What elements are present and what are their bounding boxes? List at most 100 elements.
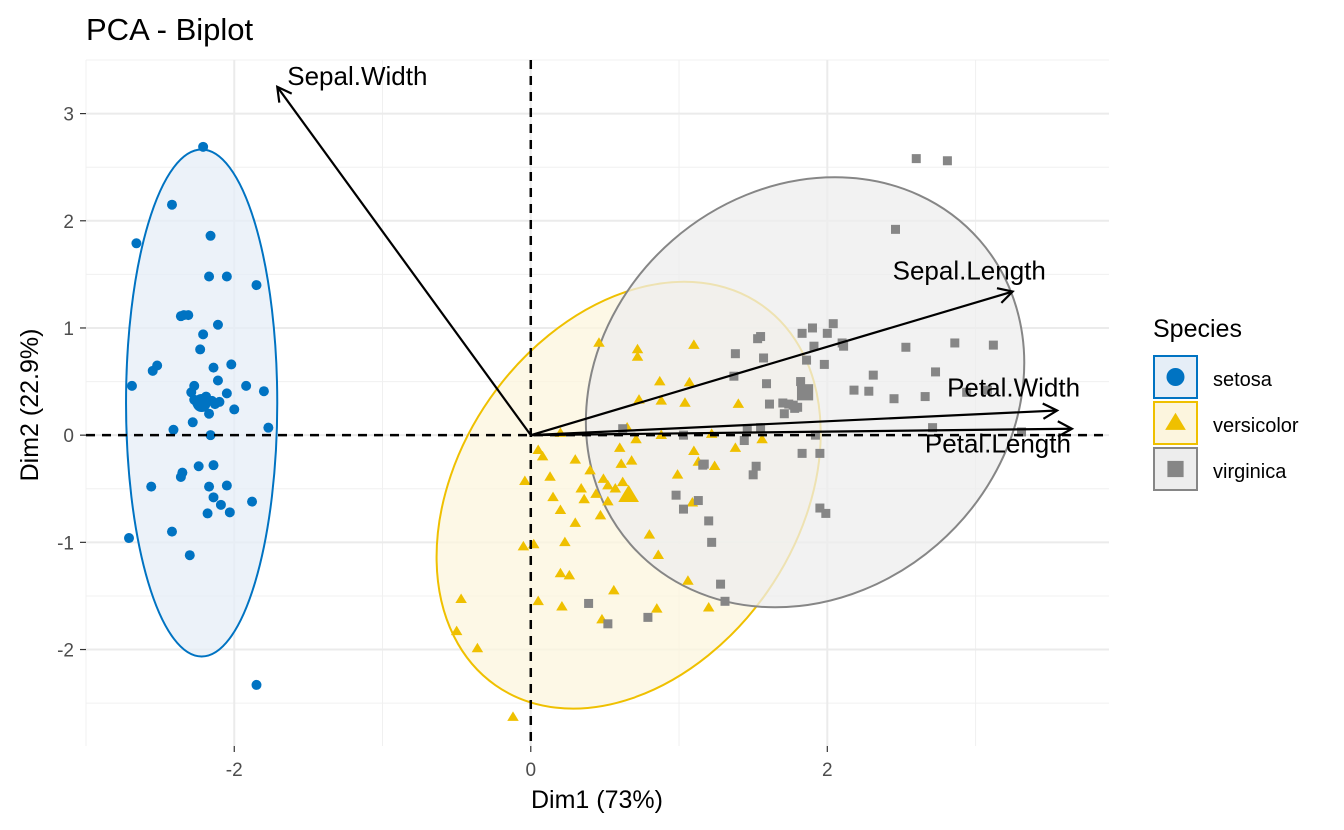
point-virginica — [868, 370, 878, 380]
point-setosa — [204, 271, 215, 282]
point-virginica — [796, 377, 806, 387]
point-versicolor — [651, 603, 663, 613]
point-virginica — [671, 490, 681, 500]
point-setosa — [208, 460, 219, 471]
legend-label-setosa: setosa — [1213, 369, 1273, 391]
point-versicolor — [532, 444, 544, 454]
point-setosa — [205, 430, 216, 441]
point-setosa — [258, 386, 269, 397]
point-virginica — [704, 516, 714, 526]
loading-arrow — [530, 427, 1072, 437]
point-versicolor — [702, 602, 715, 612]
point-setosa — [204, 408, 215, 419]
point-virginica — [1017, 427, 1027, 437]
point-versicolor — [688, 339, 700, 349]
point-versicolor — [608, 584, 620, 595]
point-setosa — [215, 499, 226, 510]
plot-panel: -2 0 2 -2 -1 0 1 2 3 Sepal.Width Sepal.Length Petal… — [57, 59, 1109, 781]
point-setosa — [251, 280, 262, 291]
legend-label-virginica: virginica — [1213, 461, 1287, 483]
y-tick-label: 3 — [63, 105, 74, 126]
point-virginica — [839, 341, 849, 351]
point-versicolor — [652, 549, 665, 560]
point-versicolor — [655, 395, 668, 405]
point-setosa — [193, 461, 204, 472]
point-versicolor — [471, 642, 484, 653]
point-versicolor — [544, 471, 556, 481]
y-tick-label: 2 — [63, 212, 74, 233]
point-virginica — [793, 402, 803, 412]
loading-label: Sepal.Width — [287, 61, 427, 91]
loading-label: Petal.Length — [925, 429, 1071, 459]
point-versicolor — [554, 504, 567, 514]
y-tick-label: 1 — [63, 319, 74, 340]
point-virginica — [797, 328, 807, 338]
point-virginica — [822, 328, 832, 338]
loading-arrowhead — [1057, 420, 1075, 438]
point-virginica — [797, 448, 807, 458]
point-virginica — [802, 355, 812, 365]
point-virginica — [821, 508, 831, 518]
point-versicolor — [732, 398, 745, 408]
y-tick-label: 0 — [63, 426, 74, 447]
point-virginica — [707, 537, 717, 547]
y-tick-label: -2 — [57, 641, 74, 662]
point-setosa — [208, 492, 219, 503]
point-virginica — [901, 342, 911, 352]
legend-title: Species — [1153, 315, 1242, 343]
point-versicolor — [597, 473, 610, 483]
point-virginica — [942, 156, 952, 166]
point-setosa — [152, 360, 163, 371]
point-setosa — [183, 310, 194, 321]
point-versicolor — [559, 536, 571, 547]
point-setosa — [126, 380, 137, 391]
point-setosa — [221, 271, 232, 282]
mean-point-virginica — [796, 384, 814, 401]
point-setosa — [229, 404, 240, 415]
point-versicolor — [590, 488, 602, 498]
point-versicolor — [654, 375, 666, 386]
point-virginica — [603, 619, 613, 629]
point-setosa — [205, 230, 216, 241]
legend-symbol-versicolor — [1165, 412, 1186, 430]
point-setosa — [226, 359, 237, 370]
point-virginica — [584, 598, 594, 608]
x-tick-label: 0 — [525, 760, 536, 781]
point-virginica — [751, 461, 761, 471]
point-versicolor — [671, 469, 684, 479]
point-versicolor — [517, 540, 530, 551]
point-versicolor — [584, 464, 596, 475]
point-setosa — [221, 480, 232, 491]
point-versicolor — [631, 351, 644, 361]
legend-key-versicolor — [1153, 401, 1198, 445]
loading-arrow — [276, 86, 532, 436]
point-versicolor — [563, 569, 576, 580]
point-virginica — [950, 338, 960, 348]
point-setosa — [166, 526, 177, 537]
point-virginica — [807, 323, 817, 333]
point-setosa — [198, 141, 209, 152]
point-virginica — [864, 386, 874, 396]
point-versicolor — [613, 442, 626, 452]
loading-arrow — [530, 290, 1013, 437]
point-setosa — [123, 533, 134, 544]
mean-point-versicolor — [618, 484, 639, 503]
point-setosa — [221, 388, 232, 399]
mean-point-setosa — [192, 394, 211, 412]
point-versicolor — [643, 529, 656, 539]
point-setosa — [131, 238, 142, 249]
point-versicolor — [536, 450, 549, 461]
point-virginica — [828, 319, 838, 329]
point-virginica — [911, 154, 921, 164]
point-virginica — [962, 387, 972, 397]
point-setosa — [195, 344, 206, 355]
point-versicolor — [683, 376, 696, 387]
point-versicolor — [547, 491, 559, 502]
point-setosa — [251, 679, 262, 690]
y-axis-label: Dim2 (22.9%) — [16, 329, 44, 482]
point-versicolor — [455, 593, 467, 603]
point-versicolor — [688, 445, 700, 456]
legend-symbol-virginica — [1167, 460, 1184, 478]
point-setosa — [202, 508, 213, 519]
point-versicolor — [593, 337, 605, 347]
